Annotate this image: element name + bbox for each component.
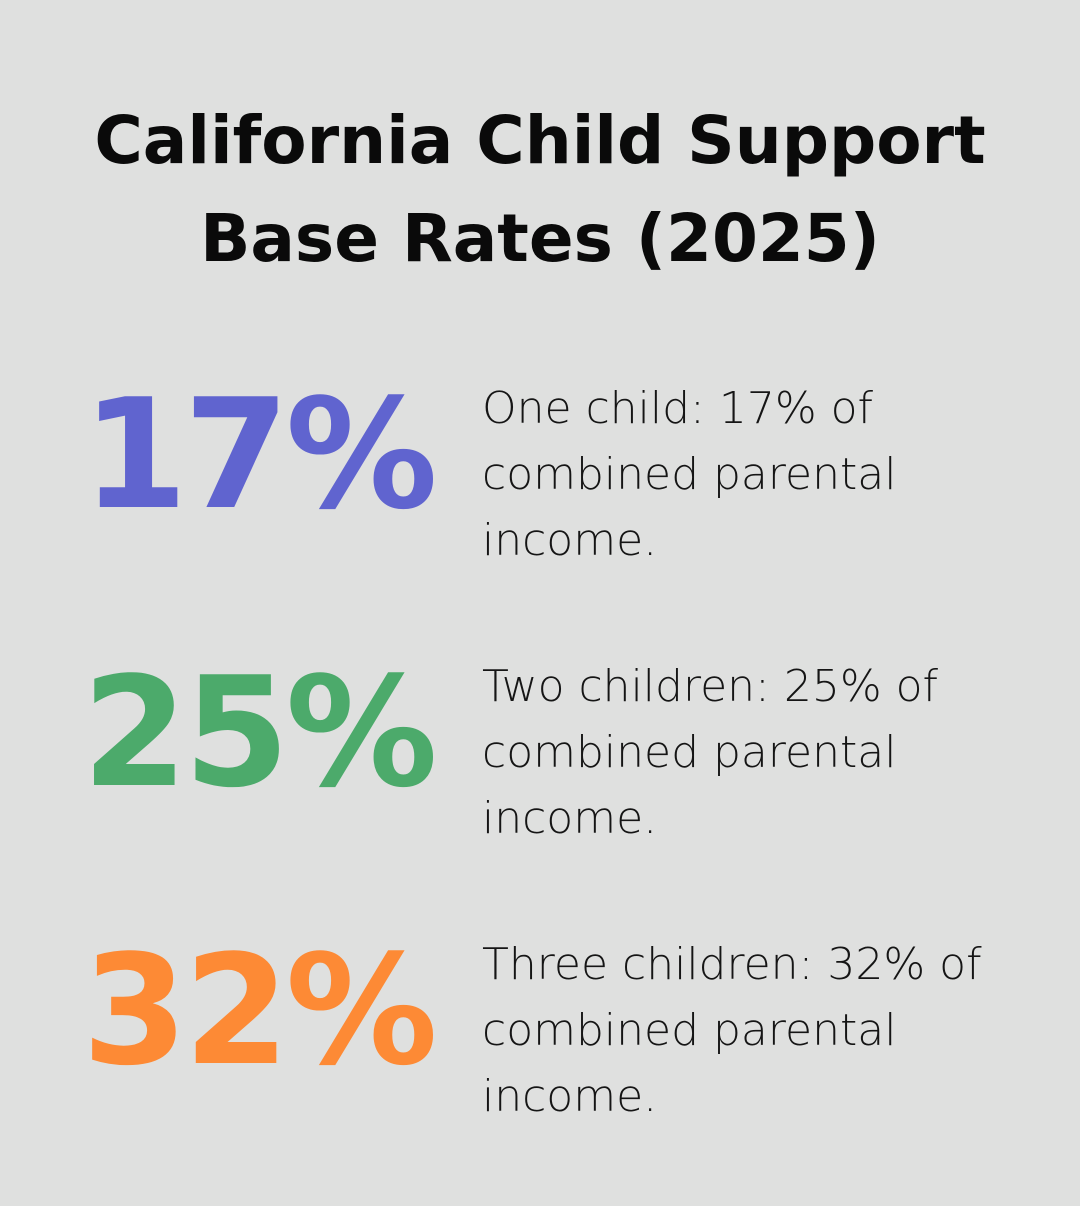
stat-three-children: 32% Three children: 32% of combined pare… [0, 926, 1080, 1126]
stat-value: 25% [82, 644, 438, 821]
stat-one-child: 17% One child: 17% of combined parental … [0, 370, 1080, 570]
stat-description: Three children: 32% of combined parental… [482, 939, 982, 1122]
stat-description: Two children: 25% of combined parental i… [482, 661, 939, 844]
stat-value: 32% [82, 922, 438, 1099]
stat-value: 17% [82, 366, 438, 543]
stat-two-children: 25% Two children: 25% of combined parent… [0, 648, 1080, 848]
page-title: California Child Support Base Rates (202… [0, 92, 1080, 288]
title-line-1: California Child Support [94, 102, 986, 179]
stat-description: One child: 17% of combined parental inco… [482, 383, 897, 566]
title-line-2: Base Rates (2025) [200, 200, 880, 277]
